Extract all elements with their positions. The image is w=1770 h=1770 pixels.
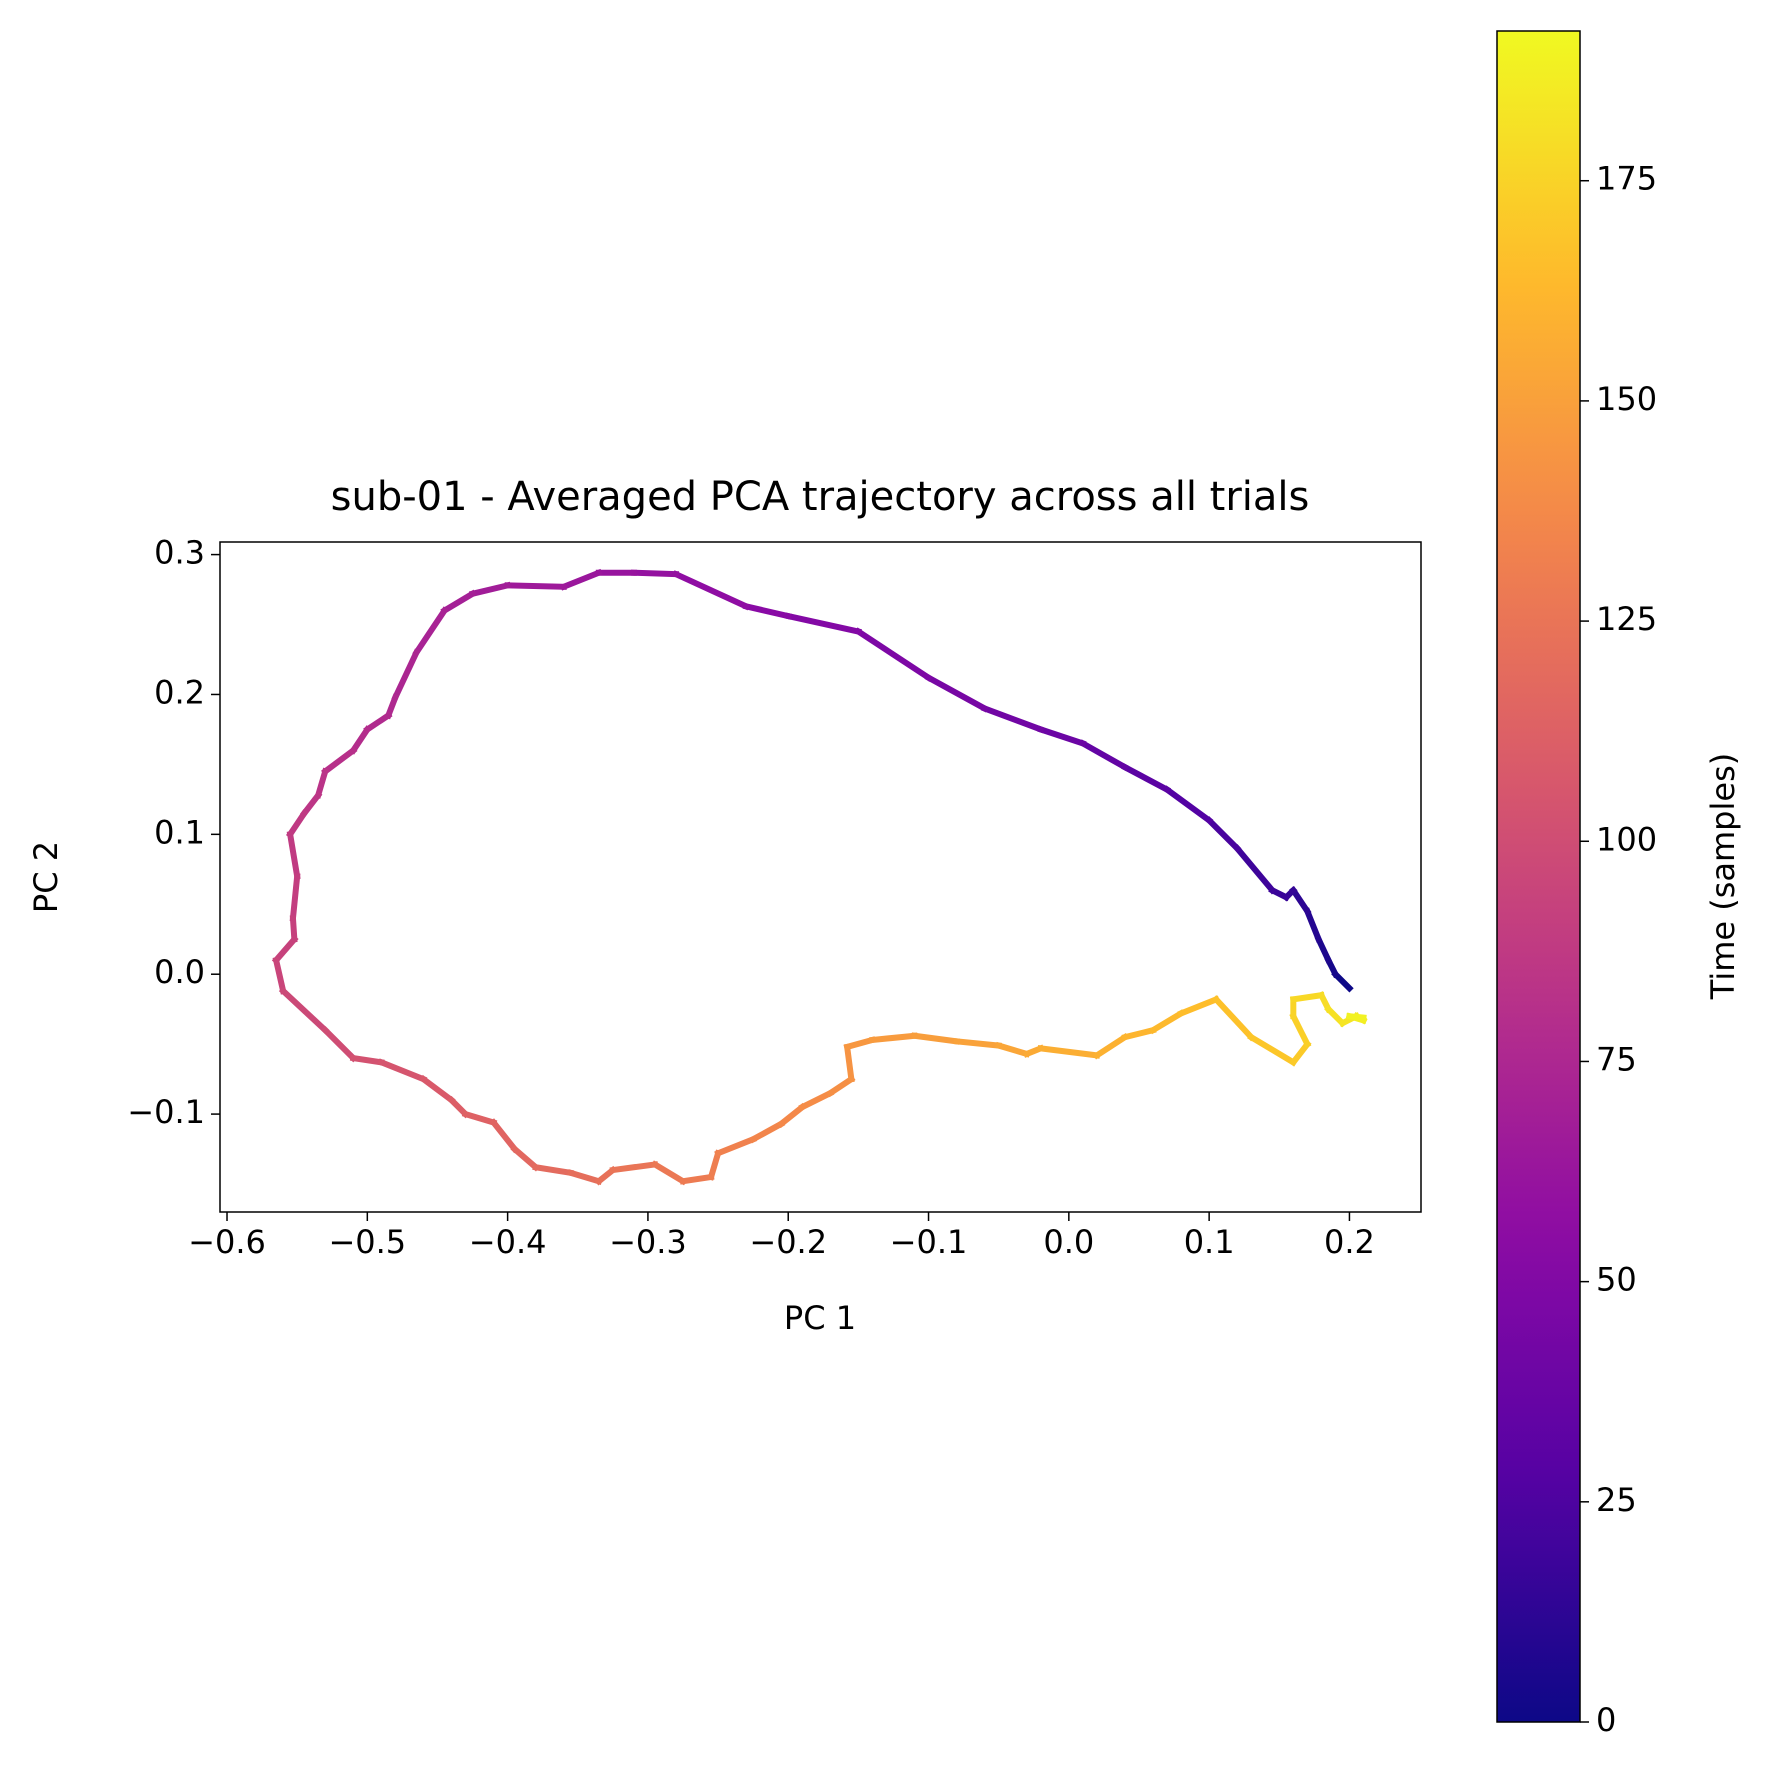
trajectory-segment: [272, 956, 287, 995]
trajectory-segment: [843, 1043, 855, 1083]
colorbar-tick-label: 150: [1596, 380, 1657, 418]
y-tick-label: 0.1: [154, 813, 205, 851]
colorbar-label: Time (samples): [1704, 753, 1742, 1000]
trajectory-segment: [314, 767, 329, 799]
trajectory-segment: [1120, 763, 1172, 794]
colorbar-tick-label: 50: [1596, 1261, 1637, 1299]
y-tick-label: 0.3: [154, 534, 205, 572]
colorbar-tick-label: 125: [1596, 600, 1657, 638]
trajectory-segment: [980, 704, 1045, 734]
trajectory-segment: [532, 1163, 575, 1177]
x-tick-label: −0.5: [328, 1223, 406, 1261]
trajectory-segment: [1289, 991, 1325, 1003]
plot-frame: [219, 541, 1422, 1213]
colorbar-tick-label: 75: [1596, 1040, 1637, 1078]
x-tick-label: 0.0: [1043, 1223, 1094, 1261]
trajectory-segment: [321, 746, 358, 776]
trajectory-segment: [1289, 1012, 1312, 1049]
trajectory-segment: [559, 568, 603, 591]
colorbar-tick-label: 0: [1596, 1701, 1616, 1739]
trajectory-segment: [271, 935, 299, 965]
trajectory-segment: [826, 1074, 856, 1098]
x-tick-label: −0.1: [890, 1223, 968, 1261]
trajectory-segment: [1331, 969, 1354, 993]
trajectory-segment: [1092, 1033, 1130, 1060]
trajectory-segment: [440, 589, 477, 615]
colorbar: [1496, 30, 1581, 1723]
trajectory-segment: [1289, 886, 1312, 916]
trajectory-segment: [749, 1119, 786, 1144]
trajectory-segment: [869, 1032, 918, 1044]
trajectory-segment: [784, 612, 862, 636]
trajectory-segment: [714, 1135, 758, 1158]
trajectory-segment: [1121, 1026, 1157, 1041]
trajectory-segment: [320, 1025, 358, 1063]
trajectory-segment: [1162, 785, 1214, 825]
trajectory-segment: [468, 581, 512, 598]
trajectory-segment: [742, 602, 792, 620]
trajectory-segment: [510, 1144, 540, 1172]
trajectory-segment: [1232, 844, 1277, 895]
trajectory-segment: [1148, 1009, 1186, 1035]
trajectory-segment: [299, 790, 323, 818]
trajectory-segment: [1346, 1012, 1367, 1021]
trajectory-segment: [377, 1058, 428, 1084]
trajectory-segment: [1204, 816, 1242, 853]
trajectory-segment: [504, 582, 567, 590]
colorbar-tick-label: 175: [1596, 160, 1657, 198]
trajectory-segment: [1247, 1033, 1298, 1067]
colorbar-tick-label: 100: [1596, 820, 1657, 858]
trajectory-segment: [994, 1041, 1031, 1058]
trajectory-segment: [776, 1102, 807, 1129]
y-axis-label: PC 2: [27, 841, 65, 913]
trajectory-segment: [289, 873, 301, 922]
x-tick-label: −0.4: [469, 1223, 547, 1261]
trajectory-segment: [461, 1110, 498, 1127]
y-tick-label: 0.0: [154, 953, 205, 991]
trajectory-segment: [630, 569, 680, 578]
trajectory-segment: [911, 1032, 960, 1045]
trajectory-segment: [953, 1038, 1002, 1049]
y-tick-label: 0.2: [154, 673, 205, 711]
trajectory-segment: [349, 1054, 385, 1066]
trajectory-segment: [286, 830, 301, 880]
trajectory-segment: [412, 606, 449, 657]
colorbar-tick-label: 25: [1596, 1481, 1637, 1519]
trajectory-segment: [798, 1089, 835, 1112]
x-tick-label: 0.2: [1324, 1223, 1375, 1261]
x-tick-label: −0.6: [188, 1223, 266, 1261]
trajectory-segment: [1078, 739, 1130, 772]
trajectory-segment: [1037, 1044, 1101, 1059]
trajectory-segment: [278, 986, 330, 1035]
trajectory-segment: [1211, 995, 1256, 1042]
trajectory-segment: [1303, 907, 1323, 944]
trajectory-segment: [363, 711, 393, 734]
trajectory-segment: [567, 1169, 603, 1185]
x-tick-label: −0.2: [749, 1223, 827, 1261]
trajectory-segment: [349, 725, 372, 755]
trajectory-segment: [1289, 1039, 1312, 1067]
trajectory-segment: [707, 1149, 722, 1181]
trajectory-segment: [672, 570, 751, 611]
trajectory-segment: [679, 1173, 715, 1185]
trajectory-segment: [1177, 995, 1221, 1018]
trajectory-segment: [843, 1036, 877, 1051]
x-tick-label: 0.1: [1184, 1223, 1235, 1261]
chart-title: sub-01 - Averaged PCA trajectory across …: [331, 474, 1310, 520]
trajectory-segment: [650, 1160, 688, 1186]
x-tick-label: −0.3: [609, 1223, 687, 1261]
x-axis-label: PC 1: [784, 1299, 856, 1337]
trajectory-segment: [1324, 1004, 1347, 1028]
trajectory-segment: [419, 1074, 456, 1105]
trajectory-segment: [1036, 725, 1087, 748]
trajectory-segment: [1314, 935, 1333, 965]
y-tick-label: −0.1: [127, 1093, 205, 1131]
trajectory-segment: [489, 1118, 519, 1154]
trajectory-segment: [609, 1161, 659, 1174]
trajectory-segment: [854, 627, 933, 682]
trajectory-segment: [285, 809, 309, 839]
trajectory-segment: [924, 673, 989, 713]
trajectory-segment: [391, 648, 421, 702]
